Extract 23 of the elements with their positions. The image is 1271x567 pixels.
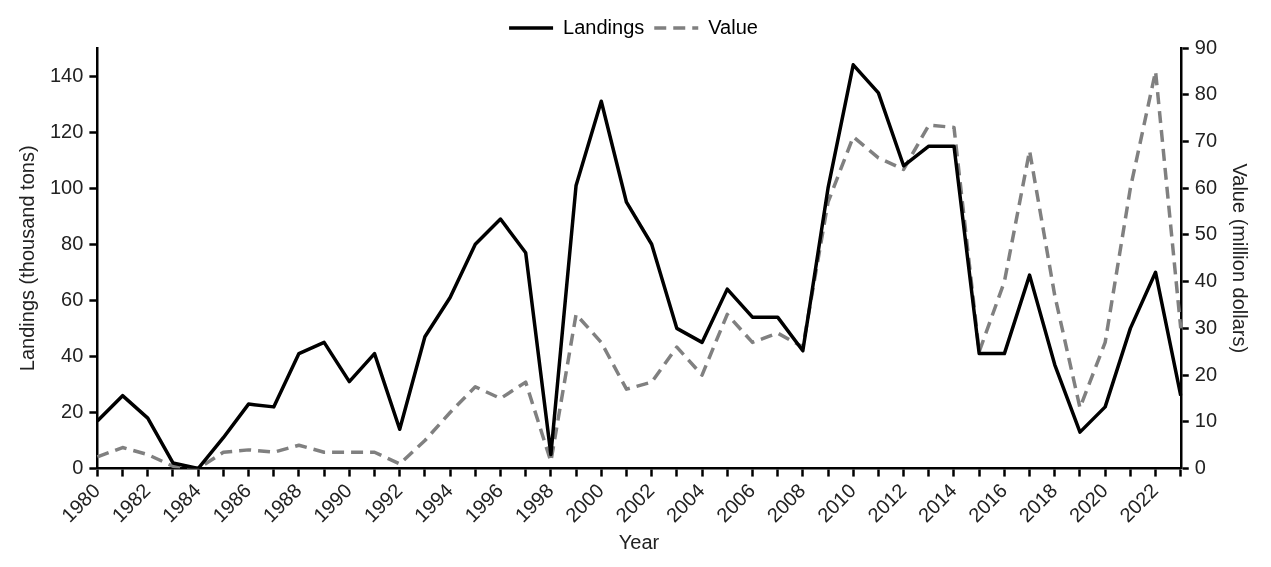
- y2-tick-label: 40: [1194, 269, 1217, 292]
- y-tick-label: 0: [72, 456, 84, 479]
- y-tick-label: 100: [49, 175, 84, 198]
- y-tick-label: 120: [49, 119, 84, 142]
- y2-axis-title: Value (million dollars): [1229, 163, 1252, 354]
- y2-tick-label: 70: [1194, 128, 1217, 151]
- y2-tick-label: 10: [1194, 409, 1217, 432]
- y2-tick-label: 60: [1194, 175, 1217, 198]
- y2-tick-label: 0: [1194, 456, 1206, 479]
- y-tick-label: 40: [61, 343, 84, 366]
- y2-tick-label: 90: [1194, 35, 1217, 58]
- y2-tick-label: 80: [1194, 82, 1217, 105]
- legend-label: Landings: [563, 15, 645, 38]
- y-axis-title: Landings (thousand tons): [15, 145, 38, 372]
- y2-tick-label: 20: [1194, 362, 1217, 385]
- y-tick-label: 80: [61, 231, 84, 254]
- y-tick-label: 20: [61, 400, 84, 423]
- y2-tick-label: 50: [1194, 222, 1217, 245]
- y-tick-label: 140: [49, 63, 84, 86]
- legend-label: Value: [708, 15, 758, 38]
- y-tick-label: 60: [61, 287, 84, 310]
- x-axis-title: Year: [618, 530, 660, 553]
- y2-tick-label: 30: [1194, 315, 1217, 338]
